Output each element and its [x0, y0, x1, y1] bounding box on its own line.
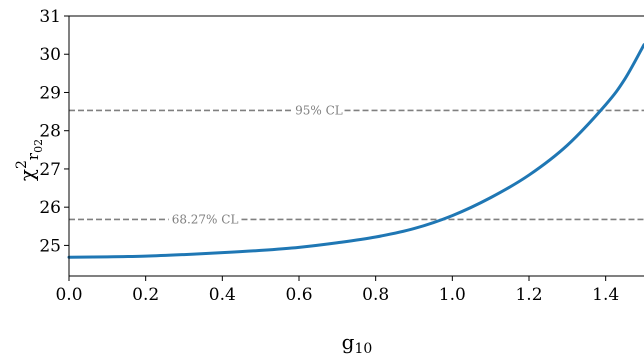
x-axis-ticks: 0.0 0.2 0.4 0.6 0.8 1.0 1.2 1.4 — [55, 276, 619, 305]
y-tick-label: 26 — [39, 198, 61, 218]
y-axis-label: χ2r02 — [14, 139, 45, 181]
reference-lines: 95% CL 68.27% CL — [69, 103, 644, 226]
series-group — [67, 43, 644, 259]
y-tick-label: 29 — [39, 83, 61, 103]
y-tick-label: 28 — [39, 122, 61, 142]
x-tick-label: 0.4 — [209, 285, 236, 305]
x-tick-label: 0.8 — [362, 285, 389, 305]
y-tick-label: 27 — [39, 160, 61, 180]
y-tick-label: 31 — [39, 7, 61, 27]
y-tick-label: 30 — [39, 45, 61, 65]
axes — [68, 15, 644, 277]
x-tick-label: 1.2 — [515, 285, 542, 305]
x-tick-label: 1.4 — [592, 285, 619, 305]
x-tick-label: 1.0 — [439, 285, 466, 305]
reference-line-label-0: 95% CL — [295, 103, 343, 117]
series-line-0 — [67, 43, 644, 259]
x-axis-label: g10 — [342, 330, 373, 354]
reference-line-label-1: 68.27% CL — [172, 212, 239, 226]
x-tick-label: 0.0 — [55, 285, 82, 305]
y-axis-ticks: 25 26 27 28 29 30 31 — [39, 7, 69, 256]
x-tick-label: 0.6 — [285, 285, 312, 305]
x-tick-label: 0.2 — [132, 285, 159, 305]
y-tick-label: 25 — [39, 236, 61, 256]
